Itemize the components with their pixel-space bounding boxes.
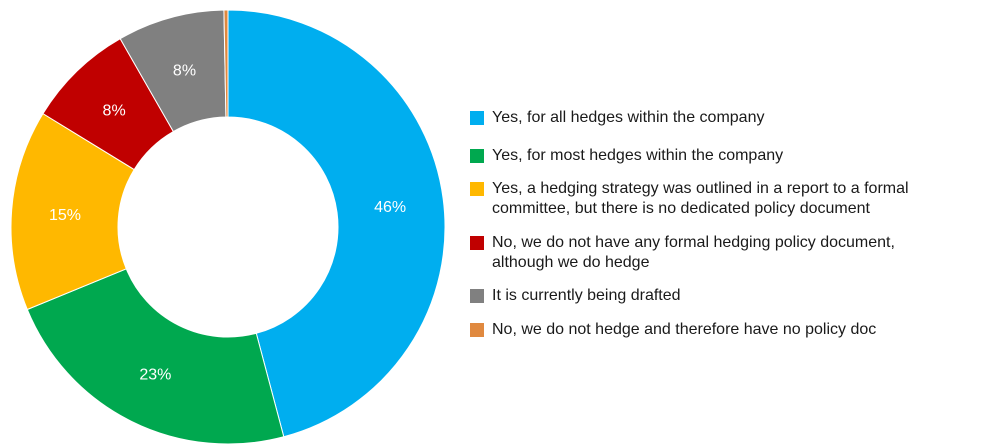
data-label-no-formal-policy: 8% (103, 103, 126, 120)
slice-no-hedge (223, 9, 229, 118)
legend-text: No, we do not hedge and therefore have n… (492, 320, 876, 340)
legend-item-no-formal-policy: No, we do not have any formal hedging po… (470, 233, 975, 273)
legend-line: committee, but there is no dedicated pol… (492, 200, 870, 217)
legend-swatch (470, 111, 484, 125)
legend-text: Yes, a hedging strategy was outlined in … (492, 179, 909, 219)
legend-line: No, we do not have any formal hedging po… (492, 234, 895, 251)
legend-line: It is currently being drafted (492, 287, 681, 304)
slice-most-hedges (26, 268, 285, 445)
legend-line: No, we do not hedge and therefore have n… (492, 321, 877, 338)
data-label-all-hedges: 46% (374, 199, 406, 216)
legend-item-no-hedge: No, we do not hedge and therefore have n… (470, 320, 975, 340)
legend-text: Yes, for most hedges within the company (492, 146, 783, 166)
legend-text: It is currently being drafted (492, 286, 681, 306)
legend-swatch (470, 323, 484, 337)
legend-item-all-hedges: Yes, for all hedges within the company (470, 108, 975, 128)
slice-strategy-report (10, 112, 135, 311)
slice-all-hedges (227, 9, 446, 438)
legend-line: Yes, for all hedges within the company (492, 109, 765, 126)
legend-text: No, we do not have any formal hedging po… (492, 233, 895, 273)
legend-item-being-drafted: It is currently being drafted (470, 286, 975, 306)
legend-text: Yes, for all hedges within the company (492, 108, 764, 128)
legend-line: Yes, a hedging strategy was outlined in … (492, 180, 909, 197)
legend-swatch (470, 182, 484, 196)
legend-line: although we do hedge (492, 254, 650, 271)
legend-item-strategy-report: Yes, a hedging strategy was outlined in … (470, 179, 975, 219)
data-label-being-drafted: 8% (173, 62, 196, 79)
legend-item-most-hedges: Yes, for most hedges within the company (470, 146, 975, 166)
legend-swatch (470, 236, 484, 250)
legend-line: Yes, for most hedges within the company (492, 147, 784, 164)
legend-swatch (470, 149, 484, 163)
data-label-most-hedges: 23% (139, 366, 171, 383)
chart-legend: Yes, for all hedges within the company Y… (470, 108, 975, 340)
legend-swatch (470, 289, 484, 303)
data-label-strategy-report: 15% (49, 207, 81, 224)
